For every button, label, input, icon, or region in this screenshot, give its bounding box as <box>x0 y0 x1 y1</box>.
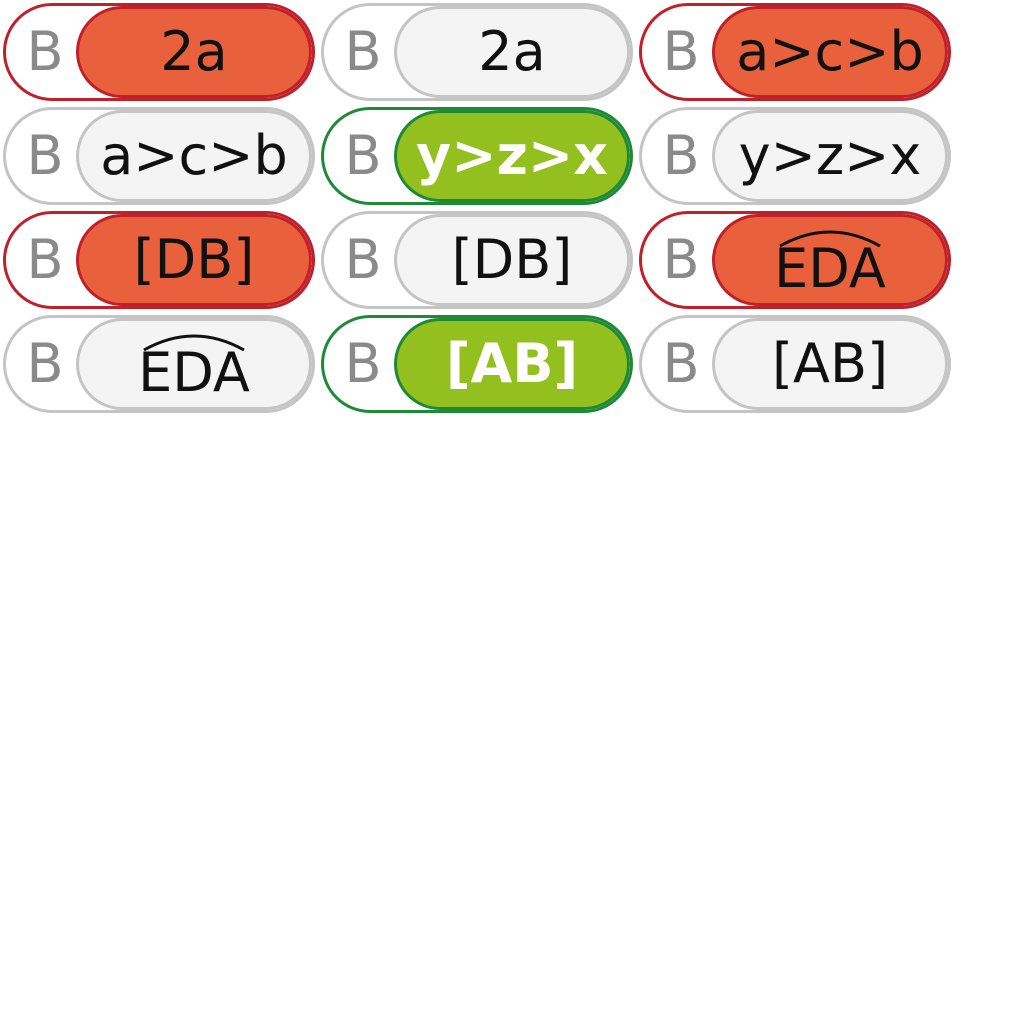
answer-option-r1-c0[interactable]: B a>c>b <box>3 107 315 205</box>
option-answer-text: [DB] <box>133 228 255 291</box>
option-answer: [AB] <box>394 318 630 410</box>
answer-option-r2-c0[interactable]: B [DB] <box>3 211 315 309</box>
option-letter: B <box>344 228 382 291</box>
option-letter: B <box>344 332 382 395</box>
option-answer-text: EDA <box>138 341 250 404</box>
answer-option-r1-c1[interactable]: B y>z>x <box>321 107 633 205</box>
option-answer: [AB] <box>712 318 948 410</box>
arc-accent-icon <box>143 334 245 352</box>
arc-wrap: EDA <box>138 328 250 400</box>
option-letter: B <box>662 20 700 83</box>
option-letter: B <box>662 124 700 187</box>
option-answer-text: y>z>x <box>416 124 608 187</box>
option-letter: B <box>344 20 382 83</box>
option-letter: B <box>344 124 382 187</box>
option-letter: B <box>662 228 700 291</box>
option-letter: B <box>26 20 64 83</box>
option-answer-text: EDA <box>774 237 886 300</box>
answer-option-r0-c1[interactable]: B 2a <box>321 3 633 101</box>
answer-option-r2-c2[interactable]: B EDA <box>639 211 951 309</box>
answer-option-r3-c1[interactable]: B [AB] <box>321 315 633 413</box>
option-answer: EDA <box>712 214 948 306</box>
option-answer-text: a>c>b <box>100 124 288 187</box>
option-answer: [DB] <box>394 214 630 306</box>
option-answer: 2a <box>76 6 312 98</box>
option-answer: y>z>x <box>712 110 948 202</box>
option-answer: [DB] <box>76 214 312 306</box>
option-answer: a>c>b <box>712 6 948 98</box>
option-letter: B <box>662 332 700 395</box>
option-answer-text: y>z>x <box>738 124 922 187</box>
answer-option-r0-c0[interactable]: B 2a <box>3 3 315 101</box>
answer-option-r2-c1[interactable]: B [DB] <box>321 211 633 309</box>
answer-option-r0-c2[interactable]: B a>c>b <box>639 3 951 101</box>
answer-option-r3-c2[interactable]: B [AB] <box>639 315 951 413</box>
option-answer-text: [AB] <box>771 332 889 395</box>
option-answer: EDA <box>76 318 312 410</box>
option-answer: 2a <box>394 6 630 98</box>
option-answer-text: 2a <box>478 20 546 83</box>
arc-accent-icon <box>779 230 881 248</box>
option-answer: y>z>x <box>394 110 630 202</box>
option-letter: B <box>26 124 64 187</box>
option-answer-text: a>c>b <box>736 20 924 83</box>
arc-wrap: EDA <box>774 224 886 296</box>
option-letter: B <box>26 332 64 395</box>
option-answer-text: 2a <box>160 20 228 83</box>
answer-option-r1-c2[interactable]: B y>z>x <box>639 107 951 205</box>
option-answer-text: [DB] <box>451 228 573 291</box>
option-letter: B <box>26 228 64 291</box>
answer-option-r3-c0[interactable]: B EDA <box>3 315 315 413</box>
option-answer-text: [AB] <box>445 332 579 395</box>
option-answer: a>c>b <box>76 110 312 202</box>
